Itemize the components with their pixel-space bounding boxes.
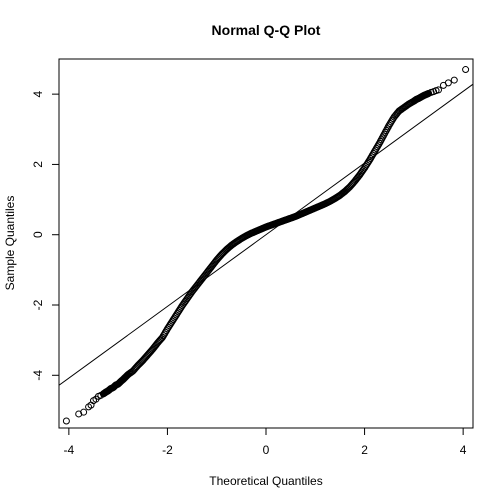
data-point bbox=[374, 141, 382, 149]
x-tick-label: 4 bbox=[460, 443, 467, 457]
data-point bbox=[462, 66, 470, 74]
x-axis: -4 -2 0 2 4 bbox=[64, 427, 467, 457]
y-tick-label: 4 bbox=[31, 90, 45, 97]
data-point bbox=[373, 143, 381, 151]
y-tick-label: 2 bbox=[31, 161, 45, 168]
data-point bbox=[131, 365, 139, 373]
data-points bbox=[62, 66, 470, 425]
data-point bbox=[160, 330, 168, 338]
x-tick-label: -2 bbox=[162, 443, 173, 457]
data-point bbox=[371, 146, 379, 154]
data-point bbox=[435, 86, 442, 94]
data-point bbox=[367, 153, 375, 161]
data-point bbox=[370, 148, 378, 156]
x-tick-label: 2 bbox=[361, 443, 368, 457]
data-point bbox=[161, 328, 169, 336]
data-point bbox=[384, 123, 392, 131]
plot-frame bbox=[58, 58, 474, 429]
data-point bbox=[343, 186, 351, 194]
data-point bbox=[220, 248, 228, 256]
reference-line bbox=[58, 83, 474, 386]
x-axis-label: Theoretical Quantiles bbox=[209, 474, 322, 488]
data-point bbox=[156, 337, 164, 345]
y-axis: -4 -2 0 2 4 bbox=[31, 90, 60, 381]
data-point bbox=[372, 144, 380, 152]
data-point bbox=[121, 374, 129, 382]
x-tick-label: -4 bbox=[64, 443, 75, 457]
data-point bbox=[366, 155, 374, 163]
data-point bbox=[348, 181, 356, 189]
data-point bbox=[424, 90, 432, 98]
y-tick-label: -4 bbox=[31, 370, 45, 381]
data-point bbox=[444, 79, 452, 87]
y-tick-label: -2 bbox=[31, 299, 45, 310]
data-point bbox=[136, 359, 144, 367]
data-point bbox=[141, 354, 149, 362]
y-tick-label: 0 bbox=[31, 231, 45, 238]
data-point bbox=[379, 132, 387, 140]
data-point bbox=[62, 417, 70, 425]
x-tick-label: 0 bbox=[263, 443, 270, 457]
data-point bbox=[368, 151, 376, 159]
data-point bbox=[80, 408, 88, 416]
data-point bbox=[450, 76, 458, 84]
data-point bbox=[369, 149, 377, 157]
data-point bbox=[75, 410, 83, 418]
y-axis-label: Sample Quantiles bbox=[3, 196, 17, 291]
data-point bbox=[146, 349, 154, 357]
chart-title: Normal Q-Q Plot bbox=[212, 22, 321, 38]
data-point bbox=[159, 332, 167, 340]
data-point bbox=[215, 254, 223, 262]
